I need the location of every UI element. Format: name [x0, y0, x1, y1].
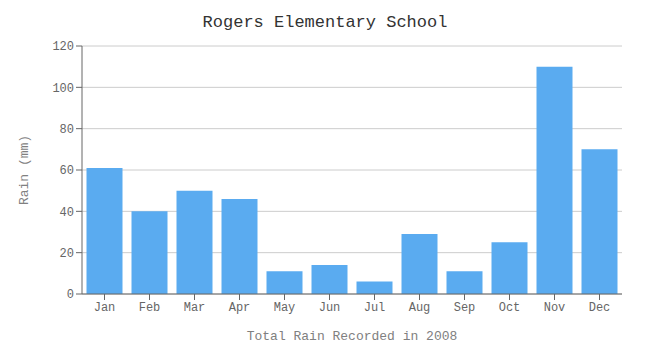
svg-text:Aug: Aug: [409, 301, 431, 315]
svg-text:100: 100: [52, 82, 74, 96]
svg-text:May: May: [274, 301, 296, 315]
svg-text:0: 0: [67, 288, 74, 302]
svg-text:Apr: Apr: [229, 301, 251, 315]
svg-text:Jun: Jun: [319, 301, 341, 315]
svg-text:Oct: Oct: [499, 301, 521, 315]
svg-text:80: 80: [60, 123, 74, 137]
svg-text:120: 120: [52, 40, 74, 54]
svg-text:Feb: Feb: [139, 301, 161, 315]
svg-text:Dec: Dec: [589, 301, 611, 315]
svg-text:40: 40: [60, 206, 74, 220]
svg-text:Mar: Mar: [184, 301, 206, 315]
svg-text:Total Rain Recorded in 2008: Total Rain Recorded in 2008: [247, 329, 458, 344]
svg-text:Rain (mm): Rain (mm): [17, 135, 32, 205]
svg-text:Sep: Sep: [454, 301, 476, 315]
svg-text:Nov: Nov: [544, 301, 566, 315]
svg-text:60: 60: [60, 164, 74, 178]
svg-text:Jul: Jul: [364, 301, 386, 315]
html-text:Rogers Elementary School: Rogers Elementary School: [202, 13, 448, 32]
svg-text:Jan: Jan: [94, 301, 116, 315]
svg-text:20: 20: [60, 247, 74, 261]
